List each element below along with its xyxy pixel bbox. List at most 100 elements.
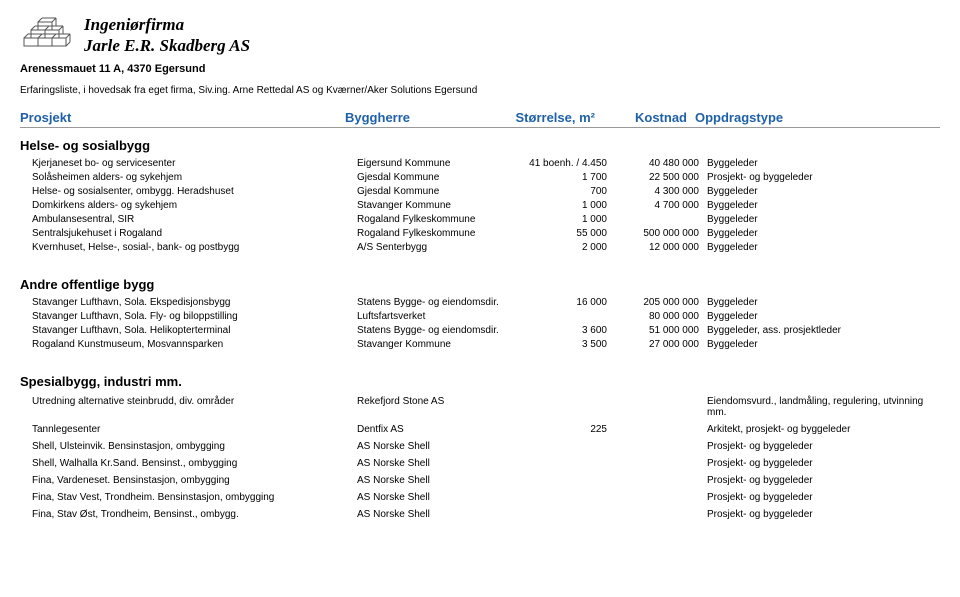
cell-c4 (617, 396, 707, 418)
cell-c2: Gjesdal Kommune (357, 186, 527, 197)
table-row: Helse- og sosialsenter, ombygg. Heradshu… (20, 185, 940, 199)
cell-c5: Byggeleder, ass. prosjektleder (707, 325, 940, 336)
cell-c4 (617, 441, 707, 452)
cell-c3: 16 000 (527, 297, 617, 308)
cell-c3: 1 000 (527, 200, 617, 211)
cell-c5: Byggeleder (707, 242, 940, 253)
cell-c5: Eiendomsvurd., landmåling, regulering, u… (707, 396, 940, 418)
cell-c4 (617, 214, 707, 225)
cell-c3: 3 500 (527, 339, 617, 350)
cell-c2: AS Norske Shell (357, 475, 527, 486)
address: Arenessmauet 11 A, 4370 Egersund (20, 63, 940, 75)
cell-c5: Byggeleder (707, 200, 940, 211)
table-row: Rogaland Kunstmuseum, MosvannsparkenStav… (20, 338, 940, 352)
header-oppdragstype: Oppdragstype (695, 110, 940, 125)
cell-c1: Ambulansesentral, SIR (32, 214, 357, 225)
cell-c4 (617, 475, 707, 486)
company-name-line2: Jarle E.R. Skadberg AS (84, 35, 250, 56)
cell-c5: Byggeleder (707, 228, 940, 239)
cell-c4: 51 000 000 (617, 325, 707, 336)
table-row: Kvernhuset, Helse-, sosial-, bank- og po… (20, 241, 940, 255)
cell-c1: Solåsheimen alders- og sykehjem (32, 172, 357, 183)
cell-c5: Prosjekt- og byggeleder (707, 492, 940, 503)
cell-c1: Kjerjaneset bo- og servicesenter (32, 158, 357, 169)
table-row: Solåsheimen alders- og sykehjemGjesdal K… (20, 171, 940, 185)
cell-c1: Kvernhuset, Helse-, sosial-, bank- og po… (32, 242, 357, 253)
cell-c2: Statens Bygge- og eiendomsdir. (357, 325, 527, 336)
section-title: Helse- og sosialbygg (20, 138, 940, 153)
cell-c5: Byggeleder (707, 339, 940, 350)
header-kostnad: Kostnad (605, 110, 695, 125)
cell-c1: Domkirkens alders- og sykehjem (32, 200, 357, 211)
table-row: Fina, Stav Vest, Trondheim. Bensinstasjo… (20, 489, 940, 506)
cell-c3 (527, 475, 617, 486)
cell-c1: Fina, Vardeneset. Bensinstasjon, ombyggi… (32, 475, 357, 486)
cell-c2: Rogaland Fylkeskommune (357, 228, 527, 239)
cell-c1: Rogaland Kunstmuseum, Mosvannsparken (32, 339, 357, 350)
table-row: Stavanger Lufthavn, Sola. Ekspedisjonsby… (20, 296, 940, 310)
table-row: Ambulansesentral, SIRRogaland Fylkeskomm… (20, 213, 940, 227)
column-headers: Prosjekt Byggherre Størrelse, m² Kostnad… (20, 110, 940, 128)
cell-c1: Fina, Stav Vest, Trondheim. Bensinstasjo… (32, 492, 357, 503)
cell-c1: Fina, Stav Øst, Trondheim, Bensinst., om… (32, 509, 357, 520)
section-title: Andre offentlige bygg (20, 277, 940, 292)
cell-c4: 40 480 000 (617, 158, 707, 169)
cell-c2: AS Norske Shell (357, 458, 527, 469)
cell-c2: A/S Senterbygg (357, 242, 527, 253)
table-row: TannlegesenterDentfix AS225Arkitekt, pro… (20, 421, 940, 438)
cell-c4: 4 300 000 (617, 186, 707, 197)
cell-c5: Prosjekt- og byggeleder (707, 441, 940, 452)
header-prosjekt: Prosjekt (20, 110, 345, 125)
cell-c5: Prosjekt- og byggeleder (707, 458, 940, 469)
cell-c3 (527, 458, 617, 469)
logo-icon (20, 14, 72, 52)
cell-c3 (527, 396, 617, 418)
header-byggherre: Byggherre (345, 110, 515, 125)
header-storrelse: Størrelse, m² (515, 110, 605, 125)
cell-c1: Shell, Walhalla Kr.Sand. Bensinst., omby… (32, 458, 357, 469)
cell-c1: Utredning alternative steinbrudd, div. o… (32, 396, 357, 418)
cell-c4: 27 000 000 (617, 339, 707, 350)
cell-c2: Statens Bygge- og eiendomsdir. (357, 297, 527, 308)
cell-c1: Helse- og sosialsenter, ombygg. Heradshu… (32, 186, 357, 197)
cell-c4: 22 500 000 (617, 172, 707, 183)
table-row: Domkirkens alders- og sykehjemStavanger … (20, 199, 940, 213)
cell-c2: Gjesdal Kommune (357, 172, 527, 183)
cell-c2: Rekefjord Stone AS (357, 396, 527, 418)
section-title: Spesialbygg, industri mm. (20, 374, 940, 389)
cell-c3: 3 600 (527, 325, 617, 336)
cell-c2: AS Norske Shell (357, 492, 527, 503)
cell-c5: Byggeleder (707, 158, 940, 169)
table-row: Shell, Ulsteinvik. Bensinstasjon, ombygg… (20, 438, 940, 455)
cell-c3: 55 000 (527, 228, 617, 239)
table-row: Fina, Stav Øst, Trondheim, Bensinst., om… (20, 506, 940, 523)
cell-c3 (527, 441, 617, 452)
cell-c2: Stavanger Kommune (357, 339, 527, 350)
cell-c5: Prosjekt- og byggeleder (707, 509, 940, 520)
cell-c4 (617, 509, 707, 520)
cell-c3: 700 (527, 186, 617, 197)
cell-c2: AS Norske Shell (357, 509, 527, 520)
cell-c3: 2 000 (527, 242, 617, 253)
cell-c1: Tannlegesenter (32, 424, 357, 435)
cell-c1: Stavanger Lufthavn, Sola. Fly- og bilopp… (32, 311, 357, 322)
cell-c4: 12 000 000 (617, 242, 707, 253)
cell-c3 (527, 311, 617, 322)
company-name-line1: Ingeniørfirma (84, 14, 250, 35)
cell-c5: Prosjekt- og byggeleder (707, 475, 940, 486)
table-row: Fina, Vardeneset. Bensinstasjon, ombyggi… (20, 472, 940, 489)
cell-c2: Dentfix AS (357, 424, 527, 435)
cell-c1: Sentralsjukehuset i Rogaland (32, 228, 357, 239)
cell-c3 (527, 509, 617, 520)
cell-c3: 41 boenh. / 4.450 (527, 158, 617, 169)
cell-c2: Stavanger Kommune (357, 200, 527, 211)
table-row: Kjerjaneset bo- og servicesenterEigersun… (20, 157, 940, 171)
cell-c3: 225 (527, 424, 617, 435)
cell-c5: Prosjekt- og byggeleder (707, 172, 940, 183)
table-row: Utredning alternative steinbrudd, div. o… (20, 393, 940, 421)
cell-c3: 1 000 (527, 214, 617, 225)
company-name: Ingeniørfirma Jarle E.R. Skadberg AS (84, 14, 250, 57)
table-row: Stavanger Lufthavn, Sola. Helikopterterm… (20, 324, 940, 338)
cell-c4: 80 000 000 (617, 311, 707, 322)
cell-c2: Rogaland Fylkeskommune (357, 214, 527, 225)
